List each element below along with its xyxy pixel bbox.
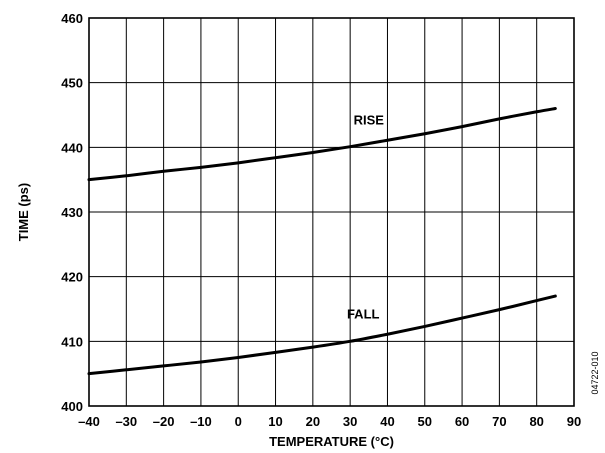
series-annotations: RISE FALL xyxy=(347,113,384,322)
x-tick-label: 20 xyxy=(306,414,320,429)
x-tick-label: 50 xyxy=(418,414,432,429)
x-tick-label: –10 xyxy=(190,414,212,429)
x-tick-label: 60 xyxy=(455,414,469,429)
y-tick-label: 410 xyxy=(61,334,83,349)
series-lines xyxy=(87,107,557,376)
x-tick-label: 0 xyxy=(235,414,242,429)
series-label-rise: RISE xyxy=(354,113,385,128)
y-axis-title: TIME (ps) xyxy=(16,183,31,242)
y-tick-label: 450 xyxy=(61,76,83,91)
x-tick-label: 40 xyxy=(380,414,394,429)
x-tick-label: 30 xyxy=(343,414,357,429)
series-line-rise xyxy=(87,107,557,182)
x-tick-label: 80 xyxy=(529,414,543,429)
x-tick-label: –30 xyxy=(115,414,137,429)
series-line-fall xyxy=(87,294,557,376)
y-tick-label: 440 xyxy=(61,140,83,155)
y-tick-label: 400 xyxy=(61,399,83,414)
grid xyxy=(88,17,575,407)
figure-id: 04722-010 xyxy=(590,351,600,394)
x-axis-title: TEMPERATURE (°C) xyxy=(269,434,394,449)
plot-frame xyxy=(88,17,575,407)
series-label-fall: FALL xyxy=(347,307,380,322)
y-tick-labels: 400 410 420 430 440 450 460 xyxy=(61,11,83,414)
y-tick-label: 430 xyxy=(61,205,83,220)
x-tick-label: 70 xyxy=(492,414,506,429)
x-tick-label: –40 xyxy=(78,414,100,429)
x-tick-labels: –40 –30 –20 –10 0 10 20 30 40 50 60 70 80 90 xyxy=(78,414,581,429)
x-tick-label: –20 xyxy=(153,414,175,429)
x-tick-label: 90 xyxy=(567,414,581,429)
y-tick-label: 460 xyxy=(61,11,83,26)
x-tick-label: 10 xyxy=(268,414,282,429)
y-tick-label: 420 xyxy=(61,270,83,285)
